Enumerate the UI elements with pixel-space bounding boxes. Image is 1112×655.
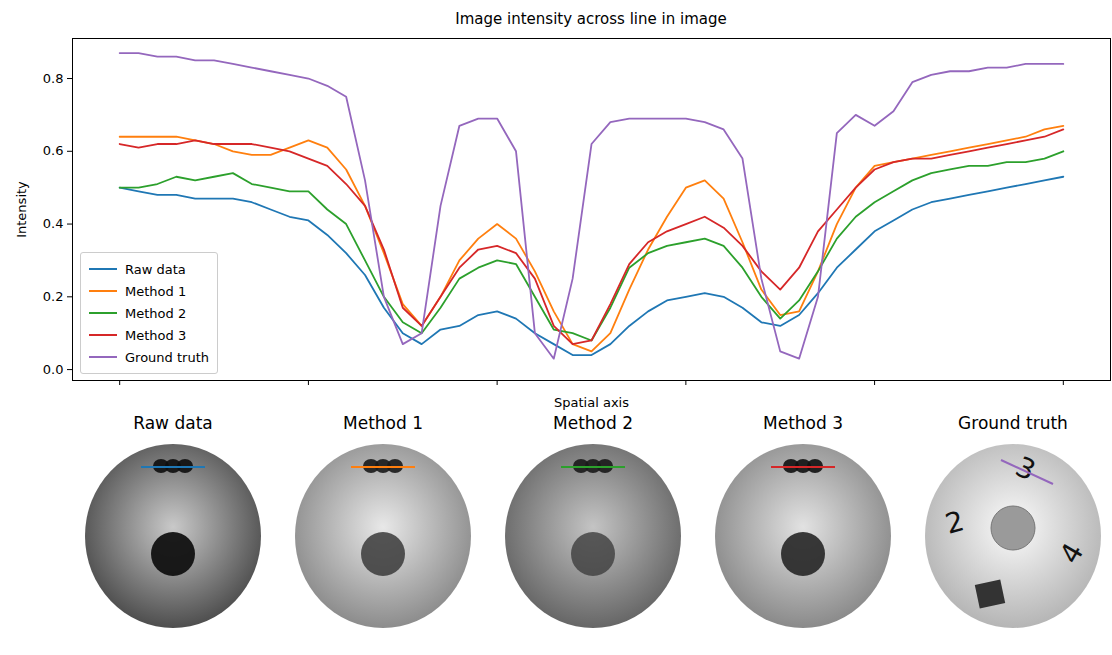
svg-text:0.6: 0.6 (43, 143, 64, 158)
html-text:Method 2: Method 2 (553, 413, 633, 433)
html-text:Method 3: Method 3 (125, 327, 187, 343)
html-text:Method 3: Method 3 (763, 413, 843, 433)
svg-text:4: 4 (1053, 537, 1090, 569)
svg-text:3: 3 (1011, 450, 1041, 487)
html-text:Method 1: Method 1 (125, 283, 187, 299)
svg-text:Spatial axis: Spatial axis (554, 395, 629, 410)
html-text:Method 2: Method 2 (125, 305, 187, 321)
svg-text:2: 2 (942, 504, 968, 540)
svg-text:Intensity: Intensity (14, 181, 29, 238)
svg-text:0.0: 0.0 (43, 362, 64, 377)
html-text:Ground truth: Ground truth (958, 413, 1068, 433)
svg-text:0.2: 0.2 (43, 289, 64, 304)
html-text:Ground truth: Ground truth (125, 349, 209, 365)
svg-text:0.8: 0.8 (43, 71, 64, 86)
html-text:Method 1: Method 1 (343, 413, 423, 433)
html-text:Raw data: Raw data (125, 261, 186, 277)
svg-text:0.4: 0.4 (43, 216, 64, 231)
html-text:Raw data: Raw data (133, 413, 213, 433)
html-text:Image intensity across line in: Image intensity across line in image (455, 10, 727, 28)
